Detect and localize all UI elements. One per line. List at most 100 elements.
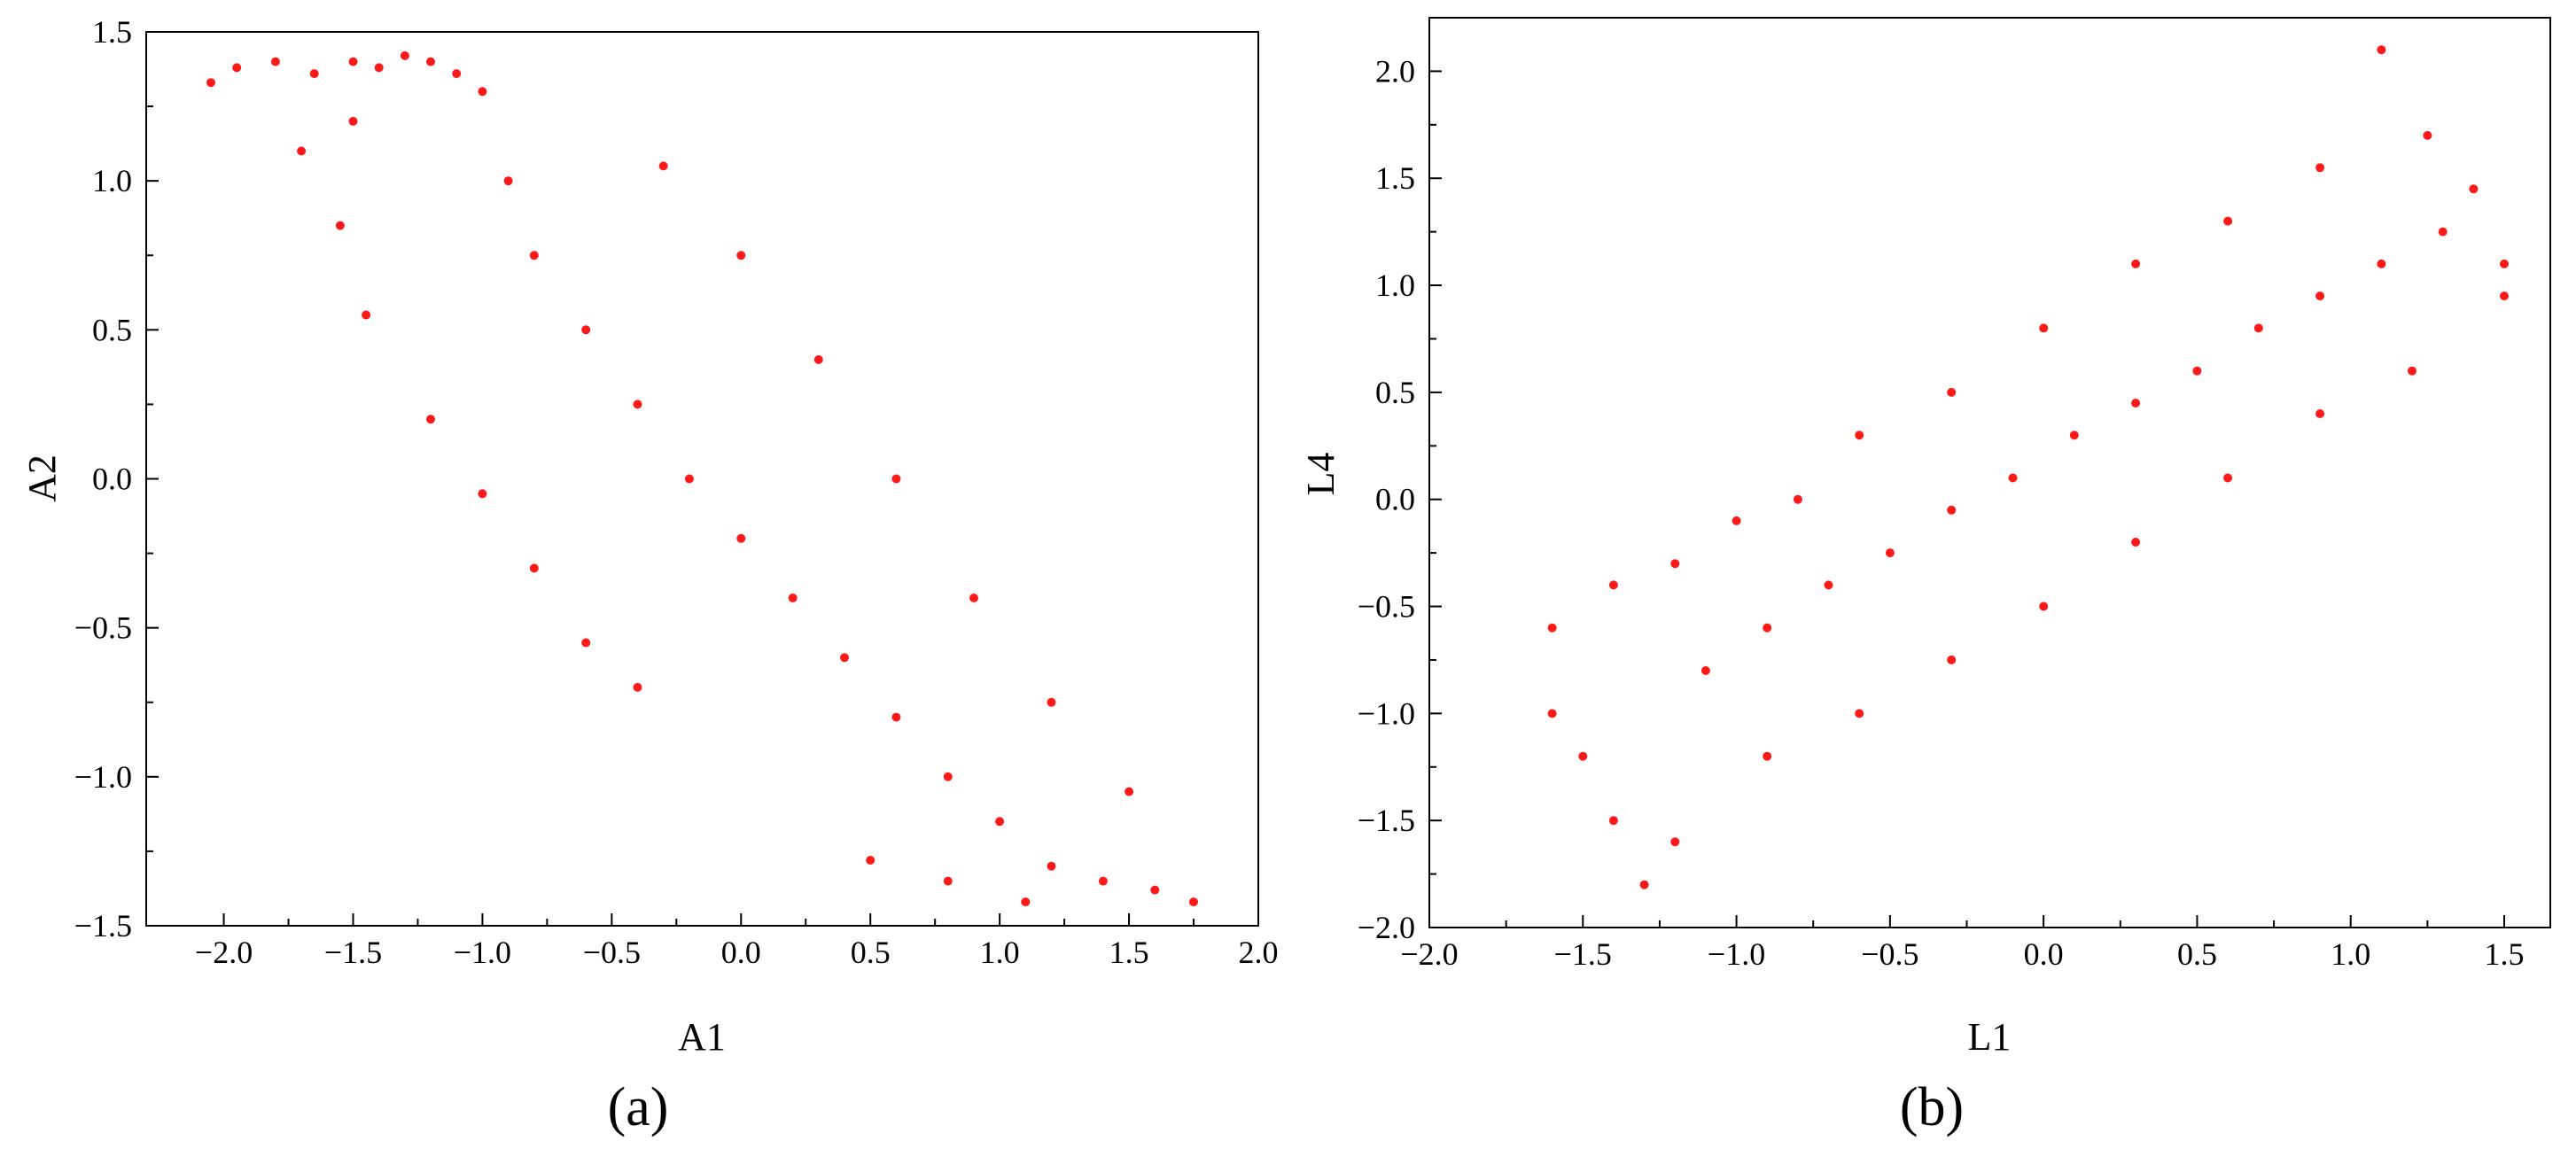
scatter-point-b-29 [2315, 163, 2325, 173]
x-tick-label-a-1: −1.5 [324, 935, 382, 970]
scatter-point-b-18 [2192, 366, 2202, 376]
x-tick-label-a-2: −1.0 [454, 935, 511, 970]
scatter-point-b-31 [1763, 751, 1772, 761]
scatter-point-b-9 [1793, 494, 1802, 504]
y-axis-label-a: A2 [20, 454, 64, 502]
scatter-point-b-12 [1824, 580, 1833, 590]
scatter-point-a-36 [813, 355, 823, 364]
y-tick-label-b-2: −1.0 [1358, 695, 1415, 731]
scatter-point-b-11 [1763, 623, 1772, 633]
x-tick-label-b-4: 0.0 [2024, 936, 2064, 972]
x-tick-label-b-0: −2.0 [1400, 936, 1458, 972]
chart-panel-b: −2.0 −1.5 −1.0 −0.5 0.0 0.5 1.0 1.5 −2.0 −1.5 −1.0… [1299, 17, 2551, 1137]
scatter-point-a-28 [943, 772, 953, 781]
scatter-point-a-30 [1047, 861, 1056, 871]
scatter-point-b-1 [1578, 751, 1588, 761]
scatter-point-b-8 [1732, 516, 1741, 525]
x-tick-label-b-6: 1.0 [2331, 936, 2370, 972]
scatter-point-a-33 [1189, 897, 1198, 907]
scatter-point-a-19 [503, 176, 513, 186]
scatter-point-a-12 [335, 221, 345, 230]
y-tick-label-a-2: −0.5 [74, 610, 132, 646]
scatter-point-a-9 [478, 87, 487, 97]
scatter-point-a-16 [529, 563, 539, 573]
scatter-point-a-14 [426, 415, 435, 424]
scatter-point-a-39 [1047, 697, 1056, 707]
scatter-point-b-0 [1547, 709, 1557, 718]
scatter-point-b-26 [2039, 323, 2049, 333]
scatter-point-b-38 [2408, 366, 2416, 376]
scatter-point-b-7 [1670, 559, 1680, 569]
scatter-point-b-32 [1855, 709, 1864, 718]
scatter-point-b-41 [2500, 291, 2509, 301]
scatter-point-b-33 [1947, 655, 1957, 664]
scatter-point-a-5 [374, 63, 384, 73]
tick-marks-a [146, 31, 1259, 927]
scatter-point-a-4 [348, 57, 358, 66]
scatter-point-b-16 [2069, 431, 2079, 440]
scatter-point-a-0 [206, 78, 215, 88]
y-tick-label-a-5: 1.0 [92, 163, 132, 198]
x-tick-label-b-5: 0.5 [2177, 936, 2217, 972]
x-tick-label-b-7: 1.5 [2485, 936, 2525, 972]
scatter-point-b-17 [2131, 399, 2141, 408]
scatter-point-b-3 [1639, 880, 1649, 889]
scatter-point-a-15 [478, 489, 487, 499]
scatter-point-a-24 [736, 533, 746, 543]
tick-labels-a: −2.0 −1.5 −1.0 −0.5 0.0 0.5 1.0 1.5 2.0 −1.5 −1.0 −… [74, 14, 1279, 970]
x-tick-label-a-4: 0.0 [721, 935, 761, 970]
y-tick-label-b-3: −0.5 [1358, 589, 1415, 625]
x-tick-label-a-7: 1.5 [1109, 935, 1149, 970]
chart-panel-a: −2.0 −1.5 −1.0 −0.5 0.0 0.5 1.0 1.5 2.0 −1.5 −1.0 −… [20, 14, 1279, 1137]
y-tick-label-b-1: −1.5 [1358, 803, 1415, 838]
scatter-point-a-41 [866, 856, 876, 865]
scatter-point-a-34 [658, 161, 668, 171]
scatter-point-a-2 [270, 57, 280, 66]
y-tick-label-a-4: 0.5 [92, 312, 132, 347]
scatter-point-b-27 [2131, 259, 2141, 268]
scatter-point-b-23 [2500, 259, 2509, 268]
x-axis-label-a: A1 [678, 1015, 726, 1059]
y-tick-label-b-8: 2.0 [1375, 53, 1415, 89]
y-tick-label-a-6: 1.5 [92, 14, 132, 50]
y-tick-label-a-0: −1.5 [74, 908, 132, 943]
y-tick-label-b-6: 1.0 [1375, 268, 1415, 303]
scatter-point-a-17 [581, 638, 591, 648]
scatter-point-b-14 [1947, 505, 1957, 515]
y-tick-label-b-7: 1.5 [1375, 160, 1415, 196]
x-tick-label-a-0: −2.0 [195, 935, 253, 970]
x-tick-label-a-8: 2.0 [1239, 935, 1279, 970]
scatter-point-b-4 [1670, 837, 1680, 847]
scatter-point-a-23 [684, 474, 694, 484]
scatter-point-a-6 [400, 50, 409, 60]
scatter-point-b-36 [2223, 473, 2233, 483]
scatter-point-a-20 [529, 251, 539, 260]
scatter-point-a-11 [297, 146, 307, 156]
panel-label-b: (b) [1900, 1077, 1964, 1137]
x-tick-label-b-3: −0.5 [1861, 936, 1918, 972]
scatter-point-b-21 [2377, 259, 2386, 268]
scatter-point-a-26 [840, 653, 849, 663]
scatter-point-b-34 [2039, 602, 2049, 611]
scatter-points-b [1547, 45, 2509, 889]
scatter-point-b-30 [2377, 45, 2386, 55]
scatter-point-a-7 [426, 57, 435, 66]
scatter-point-b-39 [2469, 184, 2479, 194]
scatter-point-a-32 [1150, 885, 1160, 895]
scatter-point-b-20 [2315, 291, 2325, 301]
scatter-point-a-43 [1021, 897, 1031, 907]
x-tick-label-a-3: −0.5 [583, 935, 641, 970]
tick-marks-b [1428, 70, 2506, 928]
scatter-point-a-8 [452, 69, 462, 79]
scatter-point-a-10 [348, 116, 358, 126]
scatter-point-a-25 [788, 594, 798, 602]
scatter-point-b-37 [2315, 409, 2325, 418]
scatter-point-a-38 [969, 594, 978, 602]
scatter-point-b-28 [2223, 216, 2233, 226]
scatter-point-a-35 [736, 251, 746, 260]
y-axis-label-b: L4 [1299, 453, 1342, 496]
scatter-point-b-24 [1855, 431, 1864, 440]
y-tick-label-a-3: 0.0 [92, 462, 132, 497]
scatter-point-b-22 [2438, 227, 2448, 237]
scatter-point-a-37 [891, 474, 901, 484]
